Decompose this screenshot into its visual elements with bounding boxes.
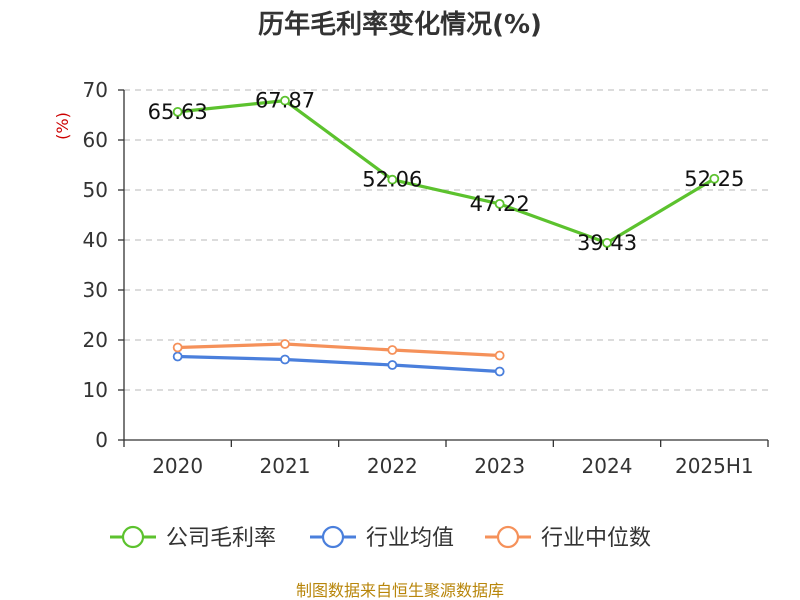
legend: 公司毛利率 行业均值 行业中位数 xyxy=(110,525,651,551)
data-label: 52.25 xyxy=(684,167,744,191)
series-line-0 xyxy=(177,99,716,245)
data-label: 52.06 xyxy=(362,168,422,192)
data-point xyxy=(602,237,612,248)
data-point xyxy=(387,360,398,370)
y-tick-label: 30 xyxy=(83,278,108,302)
x-tick-label: 2020 xyxy=(152,454,203,478)
legend-item-1: 行业均值 xyxy=(310,525,454,551)
data-point xyxy=(280,339,290,349)
legend-marker xyxy=(121,525,145,549)
x-tick-label: 2022 xyxy=(367,454,418,478)
data-point xyxy=(172,106,183,117)
legend-label: 公司毛利率 xyxy=(166,526,276,551)
data-label: 65.63 xyxy=(148,100,208,124)
data-point xyxy=(280,354,290,365)
series-line-1 xyxy=(177,354,500,374)
data-label: 47.22 xyxy=(470,192,530,216)
data-point xyxy=(172,342,183,353)
x-tick-label: 2023 xyxy=(474,454,525,478)
x-tick-labels: 2020 2021 2022 2023 2024 2025H1 xyxy=(152,454,753,478)
data-labels: 65.63 67.87 52.06 47.22 39.43 52.25 xyxy=(148,89,745,255)
y-tick-label: 70 xyxy=(83,78,108,102)
legend-marker xyxy=(496,525,520,549)
data-point xyxy=(709,173,720,184)
y-tick-label: 50 xyxy=(83,178,108,202)
gridlines xyxy=(124,89,768,391)
data-point xyxy=(387,174,398,185)
x-tick-label: 2021 xyxy=(260,454,311,478)
y-tick-label: 0 xyxy=(95,428,108,452)
axes xyxy=(118,89,769,447)
data-point xyxy=(494,366,505,377)
data-point xyxy=(494,350,505,361)
legend-item-0: 公司毛利率 xyxy=(110,525,276,551)
data-label: 67.87 xyxy=(255,89,315,113)
y-tick-label: 10 xyxy=(83,378,108,402)
data-point xyxy=(387,345,398,355)
series-line-2 xyxy=(177,342,500,358)
y-tick-labels: 0 10 20 30 40 50 60 70 xyxy=(83,78,108,452)
data-point xyxy=(494,198,505,209)
y-axis-label: (%) xyxy=(53,112,72,140)
y-tick-label: 40 xyxy=(83,228,108,252)
source-note: 制图数据来自恒生聚源数据库 xyxy=(296,581,504,600)
y-tick-label: 60 xyxy=(83,128,108,152)
x-tick-label: 2025H1 xyxy=(675,454,754,478)
y-tick-label: 20 xyxy=(83,328,108,352)
legend-item-2: 行业中位数 xyxy=(485,525,651,551)
legend-label: 行业均值 xyxy=(366,526,454,551)
legend-marker xyxy=(321,525,345,549)
data-label: 39.43 xyxy=(577,231,637,255)
chart-title: 历年毛利率变化情况(%) xyxy=(258,9,542,40)
x-tick-label: 2024 xyxy=(582,454,633,478)
series-group xyxy=(172,95,720,377)
data-point xyxy=(280,95,290,106)
data-point xyxy=(172,351,183,362)
legend-label: 行业中位数 xyxy=(541,526,651,551)
